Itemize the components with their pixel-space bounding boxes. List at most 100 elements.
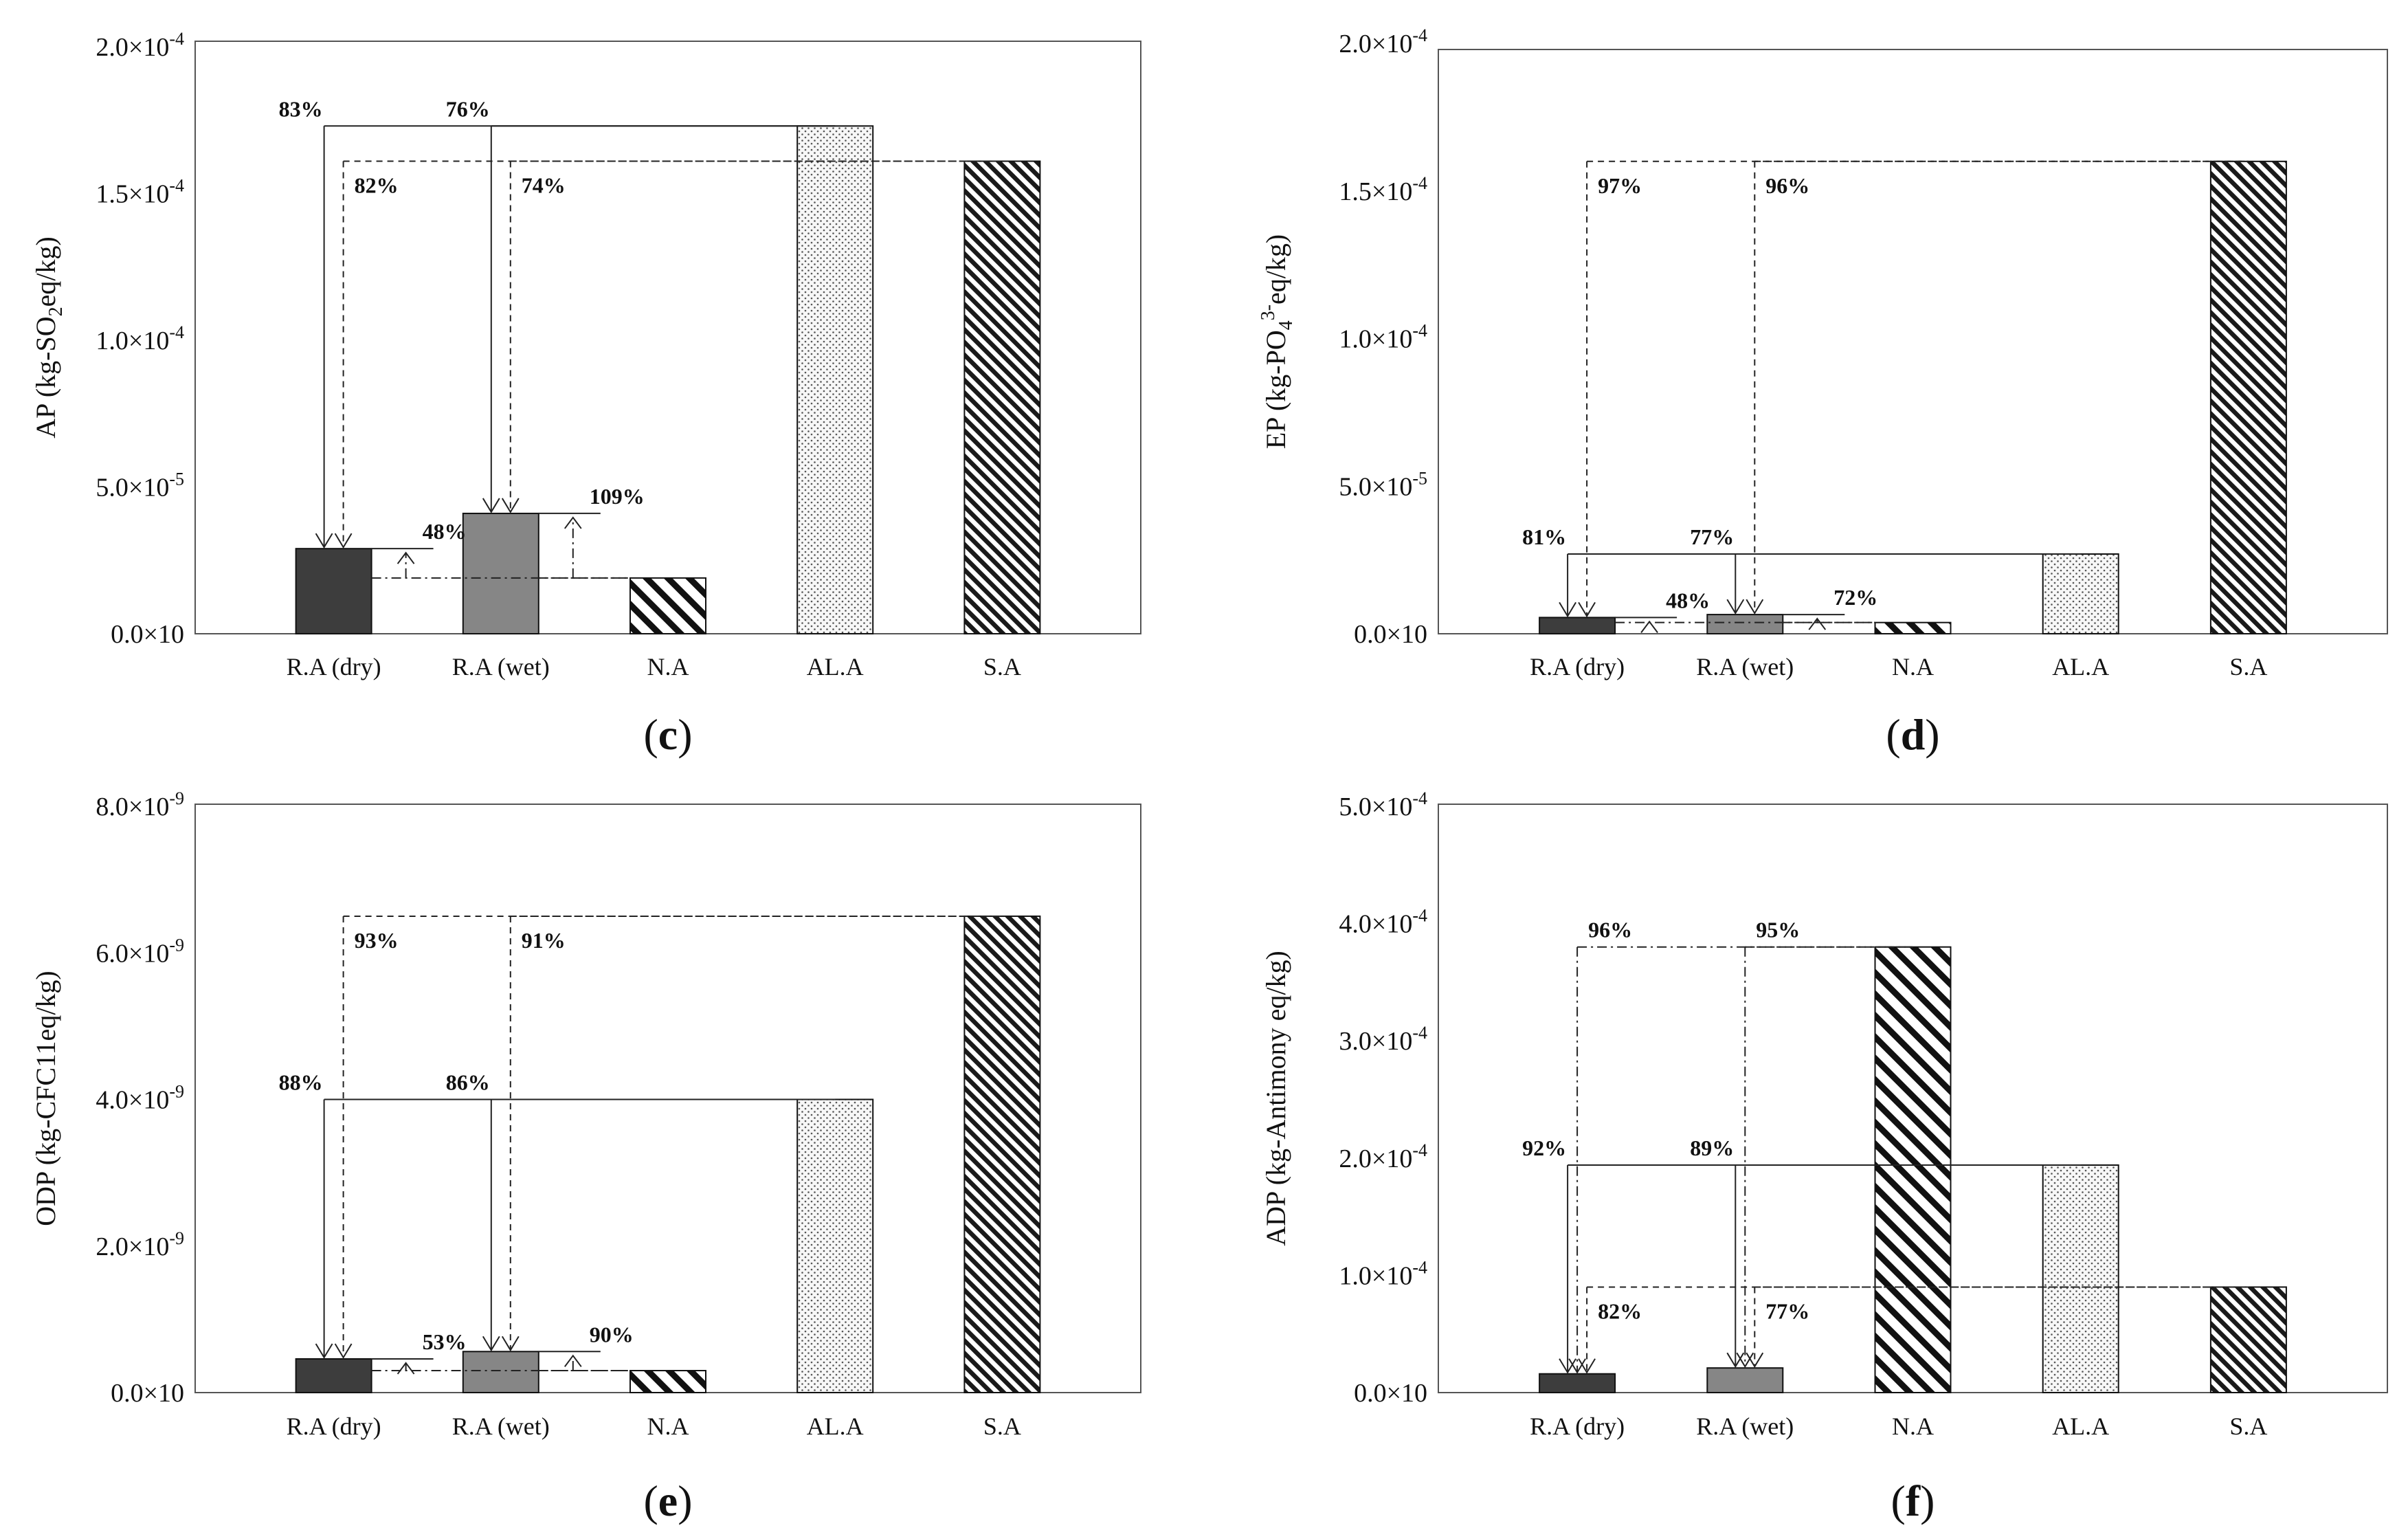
annotation-percent: 96% <box>1588 918 1632 942</box>
y-tick-mantissa: 1.0×10 <box>1339 325 1412 354</box>
y-axis-label: EP (kg-PO43-eq/kg) <box>1258 234 1297 449</box>
annotation-percent: 95% <box>1756 918 1800 942</box>
y-tick-mantissa: 0.0×10 <box>111 620 184 649</box>
y-tick-exponent: -4 <box>1412 321 1427 341</box>
panel-label-letter: f <box>1906 1476 1921 1525</box>
annotation-arrowhead <box>1726 599 1745 615</box>
panel-label-close: ) <box>1920 1476 1935 1525</box>
annotation-percent: 97% <box>1598 173 1642 198</box>
annotation-percent: 91% <box>522 928 566 953</box>
bar-r-a-wet <box>462 1351 539 1394</box>
y-axis-label-part: ADP (kg-Antimony eq/kg) <box>1260 951 1291 1246</box>
annotation-percent: 72% <box>1833 585 1877 610</box>
annotation-arrowhead <box>1559 601 1576 618</box>
panel-label: (f) <box>1891 1476 1935 1525</box>
y-tick-label: 1.0×10-4 <box>96 322 184 355</box>
annotation-percent: 88% <box>279 1070 323 1095</box>
y-axis-label: ODP (kg-CFC11eq/kg) <box>30 971 61 1226</box>
annotation-arrowhead <box>564 1354 582 1367</box>
y-tick-mantissa: 0.0×10 <box>1354 620 1427 649</box>
y-axis-label-part: AP (kg-SO <box>30 316 61 438</box>
annotation-percent: 90% <box>590 1322 634 1347</box>
y-tick-label: 2.0×10-4 <box>1339 1140 1427 1173</box>
y-tick-mantissa: 4.0×10 <box>96 1086 169 1115</box>
y-tick-mantissa: 4.0×10 <box>1339 910 1412 939</box>
y-tick-mantissa: 5.0×10 <box>1339 793 1412 821</box>
y-tick-exponent: -9 <box>169 1228 184 1248</box>
x-category-label: N.A <box>1892 1413 1934 1440</box>
panel-label: (c) <box>643 710 692 759</box>
panel-label-open: ( <box>1891 1476 1906 1525</box>
y-tick-exponent: -4 <box>1412 1257 1427 1277</box>
bar-n-a <box>629 577 706 634</box>
bar-r-a-wet <box>462 512 539 634</box>
x-category-label: R.A (dry) <box>1530 653 1625 680</box>
y-tick-mantissa: 5.0×10 <box>1339 472 1412 501</box>
x-category-label: S.A <box>983 653 1021 680</box>
x-category-label: R.A (dry) <box>287 1413 381 1440</box>
y-tick-exponent: -4 <box>169 322 184 342</box>
annotation-arrowhead <box>1568 1358 1586 1374</box>
x-category-label: N.A <box>1892 653 1934 680</box>
panel-e-odp-chart: 0.0×102.0×10-94.0×10-96.0×10-98.0×10-9OD… <box>30 788 1141 1525</box>
y-tick-exponent: -9 <box>169 1082 184 1102</box>
y-tick-label: 1.0×10-4 <box>1339 321 1427 354</box>
y-axis-label-part: EP (kg-PO <box>1260 330 1291 449</box>
y-tick-mantissa: 1.5×10 <box>96 180 169 209</box>
y-tick-exponent: -4 <box>1412 25 1427 45</box>
annotation-arrowhead <box>1746 599 1764 615</box>
y-tick-exponent: -4 <box>1412 788 1427 808</box>
panel-label-open: ( <box>643 710 658 759</box>
y-tick-exponent: -4 <box>1412 906 1427 926</box>
annotation-percent: 83% <box>279 96 323 121</box>
y-axis-label-part: eq/kg) <box>30 236 61 307</box>
annotation-arrowhead <box>397 551 415 564</box>
bar-r-a-wet <box>1706 1367 1784 1393</box>
x-category-label: N.A <box>647 653 689 680</box>
y-tick-label: 2.0×10-4 <box>1339 25 1427 58</box>
panel-label-open: ( <box>1886 710 1900 759</box>
y-tick-label: 5.0×10-4 <box>1339 788 1427 821</box>
panel-label-letter: e <box>658 1476 678 1525</box>
bar-s-a <box>963 160 1041 634</box>
y-tick-label: 1.5×10-4 <box>96 176 184 209</box>
y-tick-mantissa: 5.0×10 <box>96 474 169 502</box>
annotation-percent: 92% <box>1522 1136 1566 1160</box>
x-category-label: R.A (wet) <box>1696 1413 1794 1440</box>
bar-r-a-wet <box>1706 614 1784 635</box>
y-tick-exponent: -4 <box>1412 1140 1427 1160</box>
bar-r-a-dry <box>1539 617 1616 635</box>
annotation-percent: 109% <box>590 484 645 509</box>
y-tick-mantissa: 2.0×10 <box>1339 1144 1412 1173</box>
y-tick-mantissa: 1.0×10 <box>1339 1261 1412 1290</box>
annotation-percent: 82% <box>355 173 399 198</box>
bar-r-a-dry <box>295 1358 372 1394</box>
annotation-percent: 77% <box>1765 1298 1809 1323</box>
bar-al-a <box>796 125 874 635</box>
y-tick-label: 5.0×10-5 <box>96 469 184 502</box>
bar-n-a <box>629 1370 706 1393</box>
y-tick-exponent: -4 <box>1412 1023 1427 1043</box>
annotation-arrowhead <box>1578 1358 1596 1374</box>
panel-label-close: ) <box>1925 710 1939 759</box>
x-category-label: AL.A <box>807 1413 864 1440</box>
bar-al-a <box>2042 1164 2119 1393</box>
annotation-arrowhead <box>564 516 582 529</box>
annotation-arrowhead <box>1559 1358 1576 1374</box>
panel-f-adp-chart: 0.0×101.0×10-42.0×10-43.0×10-44.0×10-45.… <box>1260 788 2388 1525</box>
y-tick-label: 6.0×10-9 <box>96 935 184 968</box>
y-tick-mantissa: 1.5×10 <box>1339 177 1412 206</box>
annotation-percent: 93% <box>355 928 399 953</box>
bar-s-a <box>2209 160 2287 635</box>
annotation-arrowhead <box>1736 1352 1754 1369</box>
annotation-percent: 82% <box>1598 1298 1642 1323</box>
y-tick-label: 4.0×10-4 <box>1339 906 1427 939</box>
annotation-arrowhead <box>1578 601 1596 618</box>
x-category-label: R.A (dry) <box>1530 1413 1625 1440</box>
x-category-label: S.A <box>2229 1413 2267 1440</box>
annotation-arrowhead <box>334 533 353 549</box>
x-category-label: AL.A <box>2052 1413 2109 1440</box>
y-tick-label: 5.0×10-5 <box>1339 468 1427 501</box>
x-category-label: AL.A <box>807 653 864 680</box>
y-tick-exponent: -9 <box>169 788 184 808</box>
